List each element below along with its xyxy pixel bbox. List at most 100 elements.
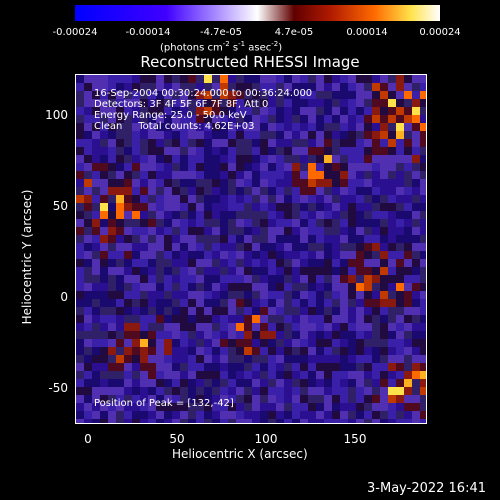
heatmap-cell [388,179,396,187]
heatmap-cell [412,147,420,155]
heatmap-cell [220,363,228,371]
heatmap-cell [348,387,356,395]
heatmap-cell [204,275,212,283]
heatmap-cell [316,395,324,403]
heatmap-cell [244,211,252,219]
heatmap-cell [276,147,284,155]
heatmap-cell [164,155,172,163]
heatmap-cell [396,187,404,195]
heatmap-cell [108,307,116,315]
heatmap-cell [228,179,236,187]
heatmap-cell [172,171,180,179]
heatmap-cell [172,347,180,355]
heatmap-cell [212,227,220,235]
heatmap-cell [164,355,172,363]
heatmap-cell [236,251,244,259]
heatmap-cell [292,243,300,251]
heatmap-cell [252,395,260,403]
heatmap-cell [148,155,156,163]
heatmap-cell [204,299,212,307]
heatmap-cell [76,83,84,91]
heatmap-cell [348,339,356,347]
heatmap-cell [244,363,252,371]
heatmap-cell [380,211,388,219]
heatmap-cell [196,235,204,243]
heatmap-cell [356,299,364,307]
heatmap-cell [196,291,204,299]
heatmap-cell [404,171,412,179]
heatmap-cell [116,267,124,275]
heatmap-cell [228,171,236,179]
heatmap-cell [404,163,412,171]
heatmap-cell [260,195,268,203]
heatmap-cell [108,267,116,275]
heatmap-cell [204,131,212,139]
heatmap-cell [164,291,172,299]
heatmap-cell [260,283,268,291]
heatmap-cell [412,267,420,275]
heatmap-cell [348,235,356,243]
heatmap-cell [268,211,276,219]
heatmap-cell [332,203,340,211]
heatmap-cell [372,379,380,387]
heatmap-cell [148,243,156,251]
heatmap-cell [300,147,308,155]
heatmap-cell [244,123,252,131]
heatmap-cell [276,243,284,251]
heatmap-cell [100,411,108,419]
heatmap-cell [148,235,156,243]
heatmap-cell [204,403,212,411]
heatmap-cell [380,419,388,423]
heatmap-cell [108,299,116,307]
heatmap-cell [132,315,140,323]
heatmap-cell [156,163,164,171]
heatmap-cell [196,387,204,395]
heatmap-cell [268,75,276,83]
heatmap-cell [388,363,396,371]
heatmap-cell [164,403,172,411]
heatmap-cell [212,163,220,171]
heatmap-cell [308,131,316,139]
heatmap-cell [308,123,316,131]
heatmap-cell [140,283,148,291]
heatmap-cell [124,339,132,347]
heatmap-cell [324,123,332,131]
heatmap-cell [132,83,140,91]
heatmap-cell [140,387,148,395]
heatmap-cell [132,259,140,267]
heatmap-cell [76,107,84,115]
heatmap-cell [212,411,220,419]
heatmap-cell [172,75,180,83]
heatmap-cell [228,339,236,347]
heatmap-cell [148,219,156,227]
heatmap-cell [388,139,396,147]
heatmap-cell [220,403,228,411]
heatmap-cell [268,403,276,411]
heatmap-cell [348,91,356,99]
heatmap-cell [380,403,388,411]
heatmap-cell [420,315,426,323]
heatmap-cell [300,195,308,203]
heatmap-cell [340,123,348,131]
heatmap-cell [316,179,324,187]
heatmap-cell [388,259,396,267]
heatmap-cell [292,323,300,331]
heatmap-cell [124,371,132,379]
heatmap-cell [348,299,356,307]
heatmap-cell [316,203,324,211]
colorbar-tick-label: -0.00024 [52,27,98,38]
heatmap-cell [300,371,308,379]
heatmap-cell [228,227,236,235]
heatmap-cell [308,195,316,203]
heatmap-cell [412,299,420,307]
heatmap-cell [396,299,404,307]
heatmap-cell [84,411,92,419]
heatmap-cell [212,387,220,395]
heatmap-cell [76,163,84,171]
heatmap-cell [420,419,426,423]
heatmap-cell [340,403,348,411]
heatmap-cell [196,131,204,139]
heatmap-cell [348,267,356,275]
heatmap-cell [172,195,180,203]
heatmap-cell [332,147,340,155]
